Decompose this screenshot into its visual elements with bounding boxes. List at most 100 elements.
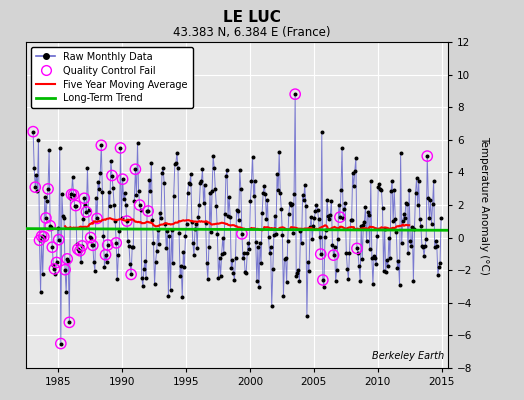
Point <box>420 253 428 259</box>
Point <box>234 208 242 214</box>
Point <box>192 220 200 227</box>
Point <box>142 274 150 281</box>
Point <box>321 234 329 240</box>
Point <box>312 202 321 208</box>
Point <box>339 215 347 221</box>
Point <box>236 167 244 174</box>
Point <box>217 251 226 257</box>
Point <box>138 274 146 281</box>
Point <box>91 267 99 274</box>
Point <box>172 160 180 166</box>
Point <box>149 239 158 246</box>
Point <box>104 242 112 248</box>
Point <box>257 260 265 266</box>
Point <box>50 266 59 272</box>
Point <box>320 284 328 290</box>
Point <box>70 203 79 209</box>
Point <box>336 214 344 220</box>
Point <box>147 160 156 166</box>
Point <box>90 259 98 266</box>
Point <box>89 242 97 248</box>
Point <box>173 150 181 156</box>
Point <box>254 244 262 250</box>
Point <box>202 220 210 227</box>
Point <box>306 224 314 230</box>
Point <box>115 228 124 234</box>
Point <box>227 265 235 272</box>
Point <box>348 170 357 176</box>
Point <box>44 186 52 192</box>
Point <box>127 271 135 278</box>
Point <box>358 256 366 262</box>
Point <box>96 170 104 176</box>
Point <box>78 243 86 249</box>
Point <box>184 180 193 186</box>
Point <box>29 128 37 135</box>
Point <box>400 211 408 218</box>
Point <box>316 251 325 257</box>
Point <box>140 266 148 272</box>
Point <box>194 214 202 220</box>
Point <box>181 233 190 239</box>
Point <box>79 216 88 222</box>
Point <box>288 201 296 207</box>
Point <box>323 197 331 203</box>
Point <box>266 250 274 256</box>
Point <box>416 216 424 222</box>
Point <box>239 255 247 262</box>
Point <box>331 244 339 250</box>
Point <box>179 249 188 255</box>
Point <box>285 211 293 218</box>
Point <box>128 244 136 251</box>
Point <box>264 234 272 240</box>
Point <box>41 194 49 200</box>
Point <box>280 256 289 262</box>
Point <box>286 200 294 206</box>
Point <box>213 231 222 238</box>
Text: LE LUC: LE LUC <box>223 10 280 25</box>
Point <box>73 241 81 247</box>
Point <box>419 244 427 251</box>
Point <box>231 254 239 261</box>
Point <box>187 171 195 178</box>
Point <box>276 190 285 196</box>
Point <box>76 248 84 254</box>
Point <box>35 237 43 244</box>
Point <box>199 200 208 206</box>
Point <box>46 222 54 229</box>
Point <box>289 230 297 236</box>
Point <box>383 257 391 263</box>
Point <box>308 236 316 242</box>
Point <box>375 180 384 187</box>
Point <box>391 216 399 222</box>
Point <box>237 186 245 192</box>
Point <box>347 217 356 223</box>
Point <box>290 190 298 197</box>
Point <box>357 223 365 229</box>
Point <box>258 209 266 216</box>
Point <box>270 232 278 238</box>
Point <box>423 153 431 159</box>
Point <box>215 255 224 262</box>
Point <box>336 214 344 220</box>
Point <box>410 226 419 232</box>
Point <box>224 212 232 219</box>
Point <box>247 178 256 184</box>
Point <box>60 215 68 221</box>
Point <box>299 192 307 198</box>
Point <box>108 172 116 179</box>
Point <box>271 213 279 220</box>
Point <box>174 165 182 172</box>
Point <box>332 278 340 284</box>
Point <box>178 293 187 300</box>
Point <box>277 206 286 212</box>
Point <box>69 192 78 198</box>
Point <box>433 243 441 250</box>
Point <box>316 251 325 257</box>
Point <box>139 282 147 289</box>
Point <box>209 153 217 159</box>
Point <box>394 258 402 264</box>
Point <box>46 222 54 229</box>
Point <box>334 236 342 242</box>
Point <box>112 240 121 246</box>
